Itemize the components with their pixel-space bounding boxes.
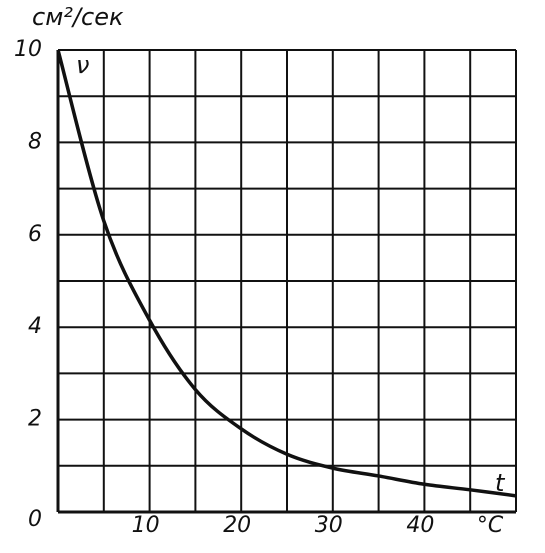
x-tick-label: 30: [315, 513, 343, 538]
line: [56, 49, 517, 498]
y-tick-label: 2: [28, 407, 42, 432]
y-tick-label: 4: [28, 314, 42, 339]
y-tick-label: 8: [28, 129, 42, 154]
x-unit: °C: [477, 513, 504, 538]
y-tick-label: 10: [14, 37, 42, 62]
y-axis-label: см²/сек: [32, 3, 124, 31]
x-tick-label: 40: [406, 513, 434, 538]
y-tick-label: 6: [28, 222, 42, 247]
series-label: ν: [76, 51, 89, 79]
y-tick-label: 0: [28, 507, 42, 532]
x-tick-label: 20: [223, 513, 251, 538]
x-tick-label: 10: [132, 513, 160, 538]
x-axis-label: t: [495, 469, 506, 497]
